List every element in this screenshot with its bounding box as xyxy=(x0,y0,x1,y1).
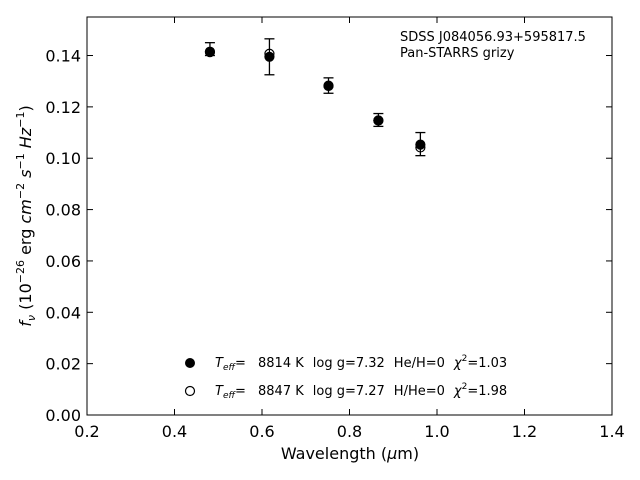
x-tick-label: 0.8 xyxy=(337,422,362,441)
legend-marker-filled xyxy=(185,358,195,368)
x-tick-label: 1.4 xyxy=(599,422,624,441)
point-model-db xyxy=(264,48,275,59)
point-model-db xyxy=(415,142,426,153)
y-axis-label: fν (10−26 erg cm−2 s−1 Hz−1) xyxy=(14,105,38,326)
legend-marker-open xyxy=(184,385,196,397)
y-tick-label: 0.04 xyxy=(45,303,81,322)
y-tick-label: 0.12 xyxy=(45,98,81,117)
point-model-db xyxy=(373,115,384,126)
x-tick-label: 0.6 xyxy=(249,422,274,441)
x-tick-label: 0.2 xyxy=(74,422,99,441)
x-tick-label: 0.4 xyxy=(162,422,187,441)
point-model-da xyxy=(264,51,275,62)
y-axis-ticks: 0.00 0.02 0.04 0.06 0.08 0.10 0.12 0.14 xyxy=(45,47,612,425)
y-tick-label: 0.14 xyxy=(45,47,81,66)
chart-annotation-object: SDSS J084056.93+595817.5 xyxy=(400,30,586,45)
x-axis-ticks: 0.2 0.4 0.6 0.8 1.0 1.2 1.4 xyxy=(74,17,625,441)
x-tick-label: 1.0 xyxy=(424,422,449,441)
point-model-db xyxy=(204,47,216,58)
data-marks xyxy=(204,38,426,157)
x-axis-label: Wavelength (μm) xyxy=(281,444,419,463)
y-tick-label: 0.00 xyxy=(45,406,81,425)
x-tick-label: 1.2 xyxy=(512,422,537,441)
point-model-da xyxy=(415,139,426,150)
y-tick-label: 0.06 xyxy=(45,252,81,271)
chart-annotation-survey: Pan-STARRS grizy xyxy=(400,46,515,61)
y-tick-label: 0.08 xyxy=(45,201,81,220)
y-tick-label: 0.10 xyxy=(45,149,81,168)
point-model-db xyxy=(323,80,334,92)
y-tick-label: 0.02 xyxy=(45,355,81,374)
